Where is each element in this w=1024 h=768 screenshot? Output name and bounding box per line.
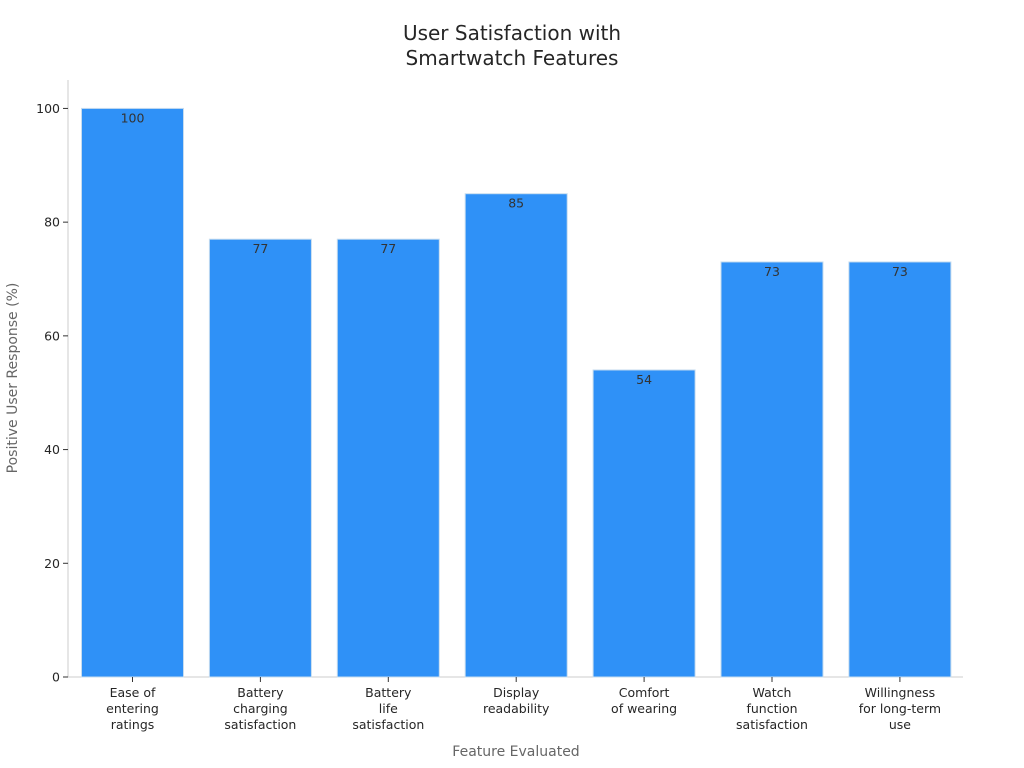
x-tick-label: charging — [233, 701, 288, 716]
bar-value-label: 73 — [764, 264, 780, 279]
y-tick-label: 60 — [44, 328, 60, 343]
x-tick-label: Battery — [365, 685, 412, 700]
bar-value-label: 77 — [380, 241, 396, 256]
bar-value-label: 73 — [892, 264, 908, 279]
x-tick-label: for long-term — [859, 701, 941, 716]
chart-title-line-1: User Satisfaction with — [403, 21, 621, 45]
x-tick-label: satisfaction — [352, 717, 424, 732]
chart-title: User Satisfaction with Smartwatch Featur… — [403, 21, 621, 70]
x-tick-label: entering — [106, 701, 159, 716]
x-tick-label: use — [889, 717, 911, 732]
y-tick-label: 20 — [44, 556, 60, 571]
x-tick-label: satisfaction — [736, 717, 808, 732]
x-tick-label: Display — [493, 685, 540, 700]
bar — [208, 238, 312, 678]
bar-value-label: 100 — [121, 110, 145, 125]
x-tick-label: Battery — [237, 685, 284, 700]
y-tick-label: 0 — [52, 670, 60, 685]
x-tick-label: Watch — [753, 685, 792, 700]
x-tick-label: function — [746, 701, 797, 716]
y-axis-label: Positive User Response (%) — [5, 283, 21, 474]
bar — [81, 107, 184, 678]
y-tick-label: 80 — [44, 215, 60, 230]
x-tick-label: readability — [483, 701, 550, 716]
bar-value-label: 85 — [508, 196, 524, 211]
x-tick-label: ratings — [111, 717, 155, 732]
x-axis-label: Feature Evaluated — [452, 744, 579, 760]
bar — [336, 238, 440, 678]
chart-title-line-2: Smartwatch Features — [406, 46, 619, 70]
bar — [720, 261, 824, 678]
x-tick-label: of wearing — [611, 701, 677, 716]
x-tick-label: satisfaction — [224, 717, 296, 732]
bar — [592, 369, 696, 678]
y-tick-label: 40 — [44, 442, 60, 457]
x-tick-label: Willingness — [865, 685, 935, 700]
y-tick-label: 100 — [36, 101, 60, 116]
bar-value-label: 54 — [636, 372, 652, 387]
x-tick-label: Ease of — [110, 685, 156, 700]
bar — [464, 193, 568, 678]
x-tick-label: life — [379, 701, 398, 716]
bar — [848, 261, 952, 678]
bar-value-label: 77 — [252, 241, 268, 256]
x-tick-label: Comfort — [619, 685, 670, 700]
